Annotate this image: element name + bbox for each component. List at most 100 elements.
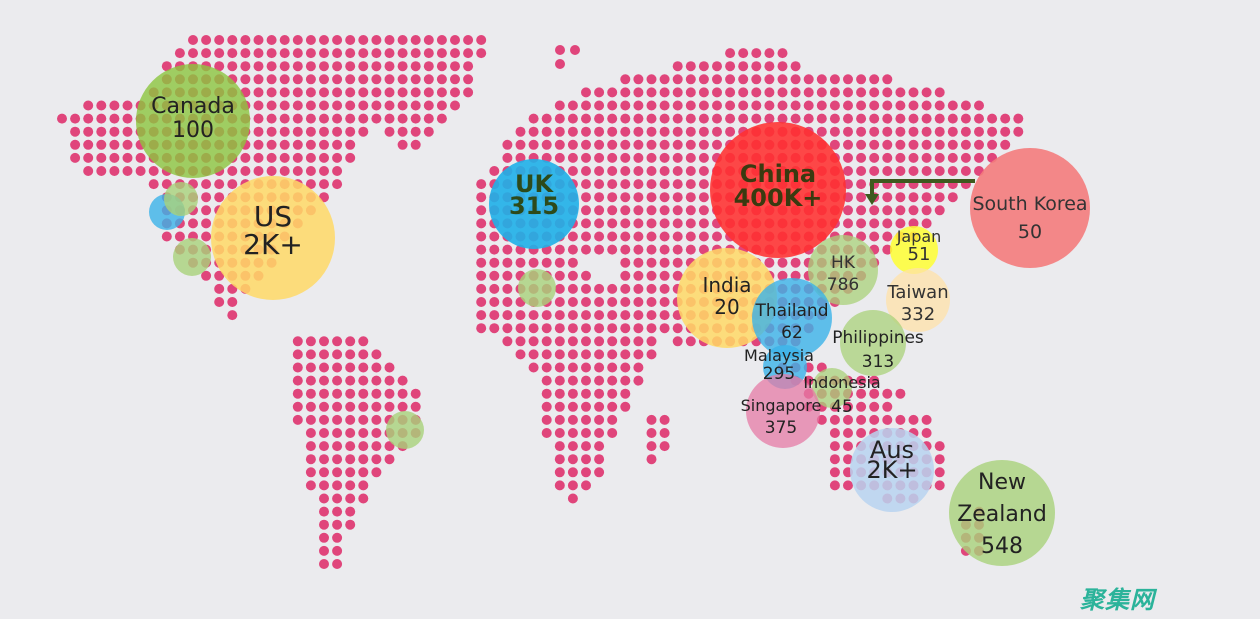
land-dot	[777, 61, 788, 72]
land-dot	[332, 35, 343, 45]
land-dot	[161, 179, 172, 190]
land-dot	[305, 126, 316, 137]
land-dot	[594, 231, 605, 242]
land-dot	[843, 113, 853, 124]
land-dot	[450, 74, 460, 85]
land-dot	[672, 113, 683, 124]
land-dot	[685, 192, 696, 203]
land-dot	[279, 61, 290, 72]
land-dot	[96, 152, 107, 163]
land-dot	[423, 48, 434, 59]
land-dot	[659, 113, 670, 124]
land-dot	[358, 113, 369, 124]
thailand-bubble	[752, 278, 832, 358]
us-value: 2K+	[243, 228, 303, 261]
land-dot	[659, 192, 670, 203]
land-dot	[882, 401, 893, 412]
land-dot	[515, 126, 526, 137]
land-dot	[227, 35, 238, 45]
land-dot	[567, 166, 578, 176]
land-dot	[384, 362, 395, 373]
land-dot	[698, 244, 709, 255]
land-dot	[633, 139, 644, 150]
land-dot	[319, 349, 329, 360]
land-dot	[319, 414, 329, 425]
land-dot	[319, 559, 329, 569]
land-dot	[410, 401, 421, 412]
land-dot	[829, 113, 840, 124]
land-dot	[410, 74, 421, 85]
land-dot	[201, 231, 212, 242]
land-dot	[581, 166, 591, 176]
land-dot	[410, 48, 421, 59]
land-dot	[856, 192, 867, 203]
land-dot	[319, 336, 329, 347]
land-dot	[541, 388, 552, 399]
land-dot	[620, 362, 631, 373]
china-value: 400K+	[734, 184, 823, 212]
land-dot	[908, 152, 919, 163]
land-dot	[581, 323, 591, 334]
land-dot	[292, 126, 303, 137]
land-dot	[646, 441, 657, 452]
land-dot	[856, 139, 867, 150]
uk-bubble	[489, 159, 579, 249]
land-dot	[829, 126, 840, 137]
land-dot	[856, 205, 867, 216]
land-dot	[319, 362, 329, 373]
land-dot	[515, 323, 526, 334]
singapore-label: Singapore	[741, 396, 822, 415]
land-dot	[371, 401, 382, 412]
land-dot	[581, 441, 591, 452]
land-dot	[109, 113, 120, 124]
land-dot	[960, 152, 971, 163]
aus-bubble	[850, 428, 934, 512]
land-dot	[895, 100, 906, 111]
land-dot	[423, 100, 434, 111]
land-dot	[345, 454, 356, 465]
land-dot	[397, 48, 408, 59]
land-dot	[646, 297, 657, 307]
land-dot	[305, 336, 316, 347]
land-dot	[476, 192, 487, 203]
land-dot	[672, 323, 683, 334]
land-dot	[581, 362, 591, 373]
land-dot	[109, 166, 120, 176]
land-dot	[843, 441, 853, 452]
land-dot	[908, 414, 919, 425]
land-dot	[201, 218, 212, 229]
land-dot	[489, 166, 500, 176]
land-dot	[816, 87, 827, 98]
land-dot	[332, 441, 343, 452]
land-dot	[567, 454, 578, 465]
land-dot	[594, 192, 605, 203]
land-dot	[908, 126, 919, 137]
land-dot	[764, 48, 775, 59]
land-dot	[227, 61, 238, 72]
land-dot	[410, 126, 421, 137]
land-dot	[816, 100, 827, 111]
land-dot	[502, 152, 513, 163]
land-dot	[476, 323, 487, 334]
land-dot	[594, 126, 605, 137]
land-dot	[751, 48, 762, 59]
land-dot	[895, 218, 906, 229]
land-dot	[869, 231, 880, 242]
land-dot	[581, 179, 591, 190]
land-dot	[633, 152, 644, 163]
land-dot	[843, 218, 853, 229]
land-dot	[476, 244, 487, 255]
land-dot	[725, 48, 736, 59]
land-dot	[620, 231, 631, 242]
land-dot	[947, 166, 958, 176]
land-dot	[843, 100, 853, 111]
land-dot	[633, 244, 644, 255]
land-dot	[633, 323, 644, 334]
land-dot	[607, 428, 618, 438]
land-dot	[882, 74, 893, 85]
land-dot	[843, 74, 853, 85]
land-dot	[397, 401, 408, 412]
land-dot	[974, 152, 984, 163]
land-dot	[476, 297, 487, 307]
